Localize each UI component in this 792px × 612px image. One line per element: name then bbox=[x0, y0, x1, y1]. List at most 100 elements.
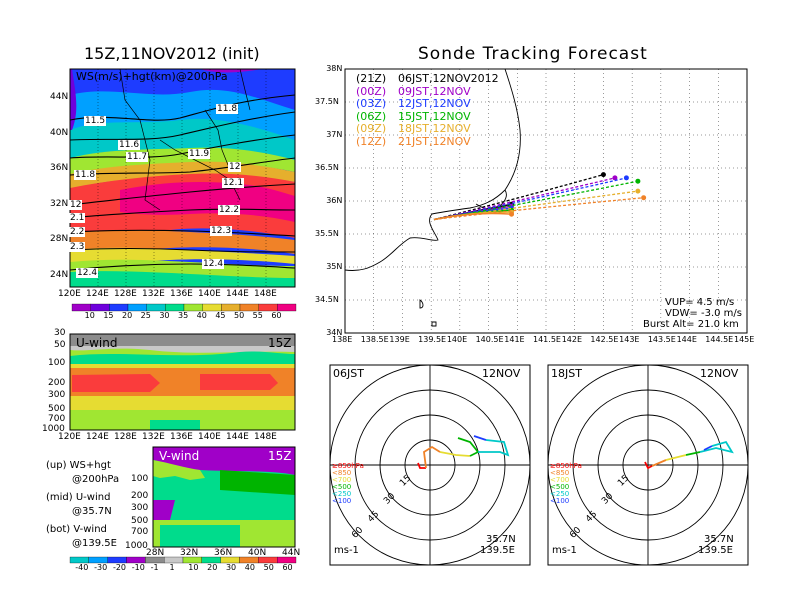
ws-colorbar-label: 45 bbox=[215, 311, 226, 320]
launch-time: 12JST,12NOV bbox=[398, 97, 471, 110]
hodo-legend-entry: <850 bbox=[332, 469, 352, 477]
u-wind-label: U-wind bbox=[76, 336, 118, 350]
ws-colorbar-cell bbox=[109, 303, 129, 312]
sonde-parameter: VUP= 4.5 m/s bbox=[665, 297, 735, 308]
ws-colorbar-label: 60 bbox=[271, 311, 282, 320]
ws-colorbar-label: 35 bbox=[178, 311, 189, 320]
legend-note-head: (mid) U-wind bbox=[46, 492, 111, 503]
v-wind-p-tick: 1000 bbox=[125, 541, 148, 551]
tracking-lon-tick: 140.5E bbox=[475, 335, 504, 344]
u-wind-p-tick: 1000 bbox=[42, 424, 65, 434]
tracking-lat-tick: 36N bbox=[326, 196, 343, 205]
ws-map-contour-label: 12 bbox=[69, 200, 83, 210]
u-wind-p-tick: 300 bbox=[48, 390, 66, 400]
tracking-lon-tick: 142.5E bbox=[590, 335, 619, 344]
u-wind-p-tick: 700 bbox=[48, 414, 66, 424]
u-wind-lon-tick: 136E bbox=[170, 432, 193, 442]
wind-colorbar-label: -40 bbox=[75, 563, 89, 572]
u-wind-lon-tick: 140E bbox=[198, 432, 221, 442]
launch-time: 18JST,12NOV bbox=[398, 122, 471, 135]
v-wind-p-tick: 500 bbox=[131, 516, 149, 526]
v-wind-p-tick: 100 bbox=[131, 474, 149, 484]
wind-colorbar-label: -30 bbox=[94, 563, 108, 572]
ws-map-contour-label: 2.2 bbox=[69, 227, 86, 237]
hodo-legend-entry: <250 bbox=[550, 490, 570, 498]
hodo-legend-entry: <850 bbox=[550, 469, 570, 477]
sonde-track-point bbox=[612, 175, 618, 181]
hodo-unit: ms-1 bbox=[334, 545, 359, 556]
tracking-lat-tick: 35N bbox=[326, 262, 343, 271]
wind-colorbar-label: 10 bbox=[188, 563, 199, 572]
ws-colorbar-label: 40 bbox=[196, 311, 207, 320]
tracking-lat-tick: 35.5N bbox=[315, 229, 339, 238]
tracking-map-panel bbox=[344, 68, 748, 334]
tracking-lat-tick: 36.5N bbox=[315, 163, 339, 172]
tracking-lat-tick: 34.5N bbox=[315, 295, 339, 304]
sonde-track-point bbox=[641, 195, 647, 201]
tracking-lon-tick: 144.5E bbox=[705, 335, 734, 344]
hodograph-panel-1 bbox=[329, 364, 531, 566]
u-wind-p-tick: 500 bbox=[48, 404, 66, 414]
hodo-legend-entry: <100 bbox=[332, 497, 352, 505]
ws-colorbar-label: 30 bbox=[159, 311, 170, 320]
ws-colorbar-cell bbox=[202, 303, 222, 312]
wind-colorbar-label: -20 bbox=[112, 563, 127, 572]
hodo-legend-entry: <500 bbox=[550, 483, 570, 491]
v-wind-p-tick: 300 bbox=[131, 503, 149, 513]
right-title: Sonde Tracking Forecast bbox=[418, 44, 648, 64]
left-title: 15Z,11NOV2012 (init) bbox=[84, 44, 260, 63]
ws-colorbar-label: 50 bbox=[234, 311, 245, 320]
v-wind-lat-tick: 28N bbox=[146, 548, 165, 558]
hodo-legend-entry: <100 bbox=[550, 497, 570, 505]
ws-map-contour-label: 12 bbox=[228, 162, 242, 172]
v-wind-lat-tick: 36N bbox=[214, 548, 233, 558]
v-wind-lat-tick: 44N bbox=[282, 548, 301, 558]
u-wind-lon-tick: 132E bbox=[142, 432, 165, 442]
tracking-lon-tick: 138E bbox=[332, 335, 353, 344]
ws-colorbar-cell bbox=[183, 303, 203, 312]
sonde-track-point bbox=[635, 178, 641, 184]
ws-map-contour-label: 11.5 bbox=[84, 116, 107, 126]
wind-colorbar-label: 30 bbox=[225, 563, 237, 572]
hodo-time: 06JST bbox=[333, 367, 364, 380]
hodograph-panel-2 bbox=[547, 364, 749, 566]
tracking-lon-tick: 141.5E bbox=[533, 335, 561, 344]
sonde-parameter: VDW= -3.0 m/s bbox=[665, 308, 742, 319]
tracking-lat-tick: 37.5N bbox=[315, 97, 339, 106]
hodo-legend-entry: ≥850hPa bbox=[550, 462, 582, 470]
legend-note-sub: @35.7N bbox=[72, 506, 112, 517]
u-wind-time: 15Z bbox=[268, 336, 292, 350]
sonde-track-line bbox=[433, 177, 616, 221]
hodo-site-lon: 139.5E bbox=[698, 545, 733, 556]
ws-map-lat-tick: 40N bbox=[50, 127, 69, 138]
hodo-legend-entry: ≥850hPa bbox=[332, 462, 364, 470]
tracking-lon-tick: 143.5E bbox=[647, 335, 676, 344]
tracking-lon-tick: 139E bbox=[389, 335, 410, 344]
tracking-lon-tick: 140E bbox=[446, 335, 468, 344]
ws-map-lon-tick: 136E bbox=[170, 289, 193, 299]
wind-colorbar-label: 50 bbox=[263, 563, 274, 572]
tracking-lon-tick: 141E bbox=[504, 335, 525, 344]
ws-colorbar-label: 10 bbox=[84, 311, 95, 320]
ws-colorbar-cell bbox=[165, 303, 185, 312]
hodo-legend-entry: <700 bbox=[550, 476, 570, 484]
u-wind-panel bbox=[69, 333, 296, 431]
ws-map-contour-label: 12.4 bbox=[76, 268, 99, 278]
v-wind-p-tick: 200 bbox=[131, 491, 149, 501]
legend-note-sub: @139.5E bbox=[72, 538, 117, 549]
legend-note-head: (up) WS+hgt bbox=[46, 460, 111, 471]
sonde-track-point bbox=[600, 172, 606, 178]
tracking-lon-tick: 145E bbox=[734, 335, 755, 344]
ws-map-contour-label: 11.8 bbox=[74, 170, 97, 180]
ws-colorbar-cell bbox=[258, 303, 278, 312]
tracking-lon-tick: 142E bbox=[561, 335, 583, 344]
u-wind-lon-tick: 148E bbox=[254, 432, 277, 442]
ws-map-lon-tick: 148E bbox=[254, 289, 277, 299]
wind-colorbar-cell bbox=[277, 556, 297, 564]
ws-map-lat-tick: 24N bbox=[50, 270, 69, 280]
ws-map-lon-tick: 132E bbox=[142, 289, 165, 299]
ws-colorbar-cell bbox=[146, 303, 166, 312]
launch-time: 06JST,12NOV2012 bbox=[398, 72, 499, 85]
u-wind-p-tick: 30 bbox=[54, 328, 66, 338]
